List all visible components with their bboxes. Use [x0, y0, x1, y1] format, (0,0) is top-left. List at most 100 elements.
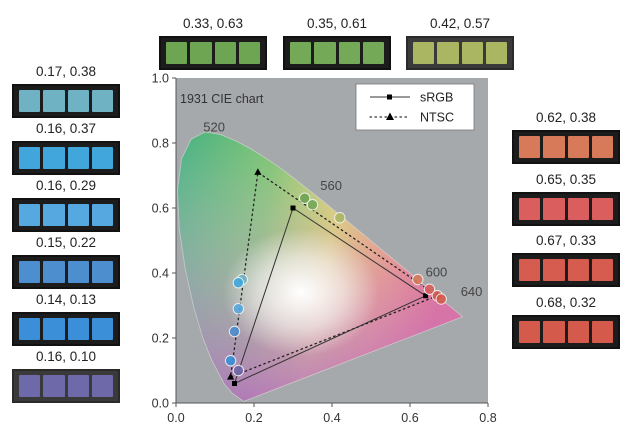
swatch-cell: [519, 136, 541, 158]
swatch-cell: [91, 147, 113, 169]
swatch-frame: [512, 130, 620, 164]
x-tick-label: 0.2: [245, 411, 262, 425]
legend-srgb-label: sRGB: [420, 91, 453, 105]
swatch-frame: [12, 369, 120, 403]
swatch-cell: [91, 261, 113, 283]
ntsc-vertex-marker: [254, 168, 262, 175]
swatch-frame: [406, 36, 514, 70]
swatch-cell: [19, 261, 41, 283]
y-tick-label: 1.0: [152, 72, 169, 86]
swatch-cell: [543, 259, 565, 281]
x-tick-label: 0.8: [479, 411, 496, 425]
wavelength-label: 640: [461, 284, 483, 299]
swatch-frame: [512, 315, 620, 349]
swatch-cell: [67, 318, 89, 340]
swatch-cell: [43, 147, 65, 169]
swatch-frame: [12, 141, 120, 175]
swatch-cell: [543, 198, 565, 220]
swatch-cell: [19, 204, 41, 226]
swatch-label: 0.33, 0.63: [182, 16, 244, 31]
legend-ntsc-label: NTSC: [420, 111, 454, 125]
swatch-label: 0.15, 0.22: [35, 235, 97, 250]
swatch-frame: [12, 255, 120, 289]
swatch-cell: [91, 375, 113, 397]
swatch-cell: [214, 42, 236, 64]
swatch-cell: [362, 42, 384, 64]
swatch-cell: [567, 259, 589, 281]
measured-point: [334, 212, 346, 224]
chart-title: 1931 CIE chart: [180, 92, 264, 106]
measured-point: [232, 364, 245, 377]
swatch-cell: [519, 198, 541, 220]
swatch-cell: [437, 42, 459, 64]
white-point-glow: [222, 228, 379, 357]
measured-point: [232, 277, 245, 289]
swatch-cell: [67, 147, 89, 169]
swatch-cell: [519, 259, 541, 281]
swatch-cell: [567, 321, 589, 343]
swatch-cell: [91, 318, 113, 340]
swatch-frame: [12, 84, 120, 118]
swatch-frame: [283, 36, 391, 70]
swatch-frame: [12, 198, 120, 232]
swatch-cell: [543, 136, 565, 158]
swatch-cell: [166, 42, 188, 64]
swatch-cell: [413, 42, 435, 64]
swatch-cell: [485, 42, 507, 64]
swatch-cell: [67, 204, 89, 226]
swatch-cell: [591, 259, 613, 281]
x-tick-label: 0.0: [167, 411, 184, 425]
ntsc-vertex-marker: [227, 373, 235, 380]
swatch-label: 0.67, 0.33: [535, 233, 597, 248]
swatch-cell: [67, 261, 89, 283]
swatch-frame: [512, 192, 620, 226]
swatch-cell: [338, 42, 360, 64]
swatch-cell: [591, 198, 613, 220]
legend-ntsc-marker: [386, 112, 394, 120]
y-tick-label: 0.2: [152, 332, 169, 346]
swatch-cell: [91, 204, 113, 226]
wavelength-label: 600: [426, 264, 448, 279]
swatch-frame: [512, 253, 620, 287]
swatch-label: 0.68, 0.32: [535, 295, 597, 310]
y-tick-label: 0.0: [152, 397, 169, 411]
measured-point: [412, 273, 424, 286]
swatch-cell: [43, 90, 65, 112]
swatch-label: 0.16, 0.10: [35, 349, 97, 364]
swatch-label: 0.35, 0.61: [306, 16, 368, 31]
swatch-label: 0.16, 0.29: [35, 178, 97, 193]
x-tick-label: 0.6: [401, 411, 418, 425]
swatch-label: 0.62, 0.38: [535, 110, 597, 125]
measured-point: [435, 293, 447, 305]
y-tick-label: 0.6: [152, 202, 169, 216]
swatch-cell: [591, 136, 613, 158]
swatch-label: 0.14, 0.13: [35, 292, 97, 307]
measured-point: [299, 192, 311, 204]
swatch-cell: [543, 321, 565, 343]
measured-point: [423, 283, 436, 295]
swatch-cell: [190, 42, 212, 64]
swatch-cell: [19, 318, 41, 340]
swatch-cell: [238, 42, 260, 64]
swatch-cell: [43, 204, 65, 226]
y-tick-label: 0.8: [152, 137, 169, 151]
swatch-cell: [67, 90, 89, 112]
swatch-label: 0.16, 0.37: [35, 121, 97, 136]
legend-box: [355, 83, 475, 131]
swatch-cell: [314, 42, 336, 64]
measured-point: [228, 325, 241, 338]
swatch-cell: [567, 136, 589, 158]
srgb-vertex-marker: [232, 381, 237, 386]
swatch-cell: [43, 375, 65, 397]
x-tick-label: 0.4: [323, 411, 340, 425]
wavelength-label: 560: [320, 178, 342, 193]
swatch-cell: [19, 147, 41, 169]
swatch-cell: [67, 375, 89, 397]
swatch-label: 0.17, 0.38: [35, 64, 97, 79]
swatch-frame: [159, 36, 267, 70]
swatch-cell: [19, 90, 41, 112]
swatch-cell: [91, 90, 113, 112]
srgb-triangle: [233, 207, 427, 385]
swatch-cell: [43, 261, 65, 283]
